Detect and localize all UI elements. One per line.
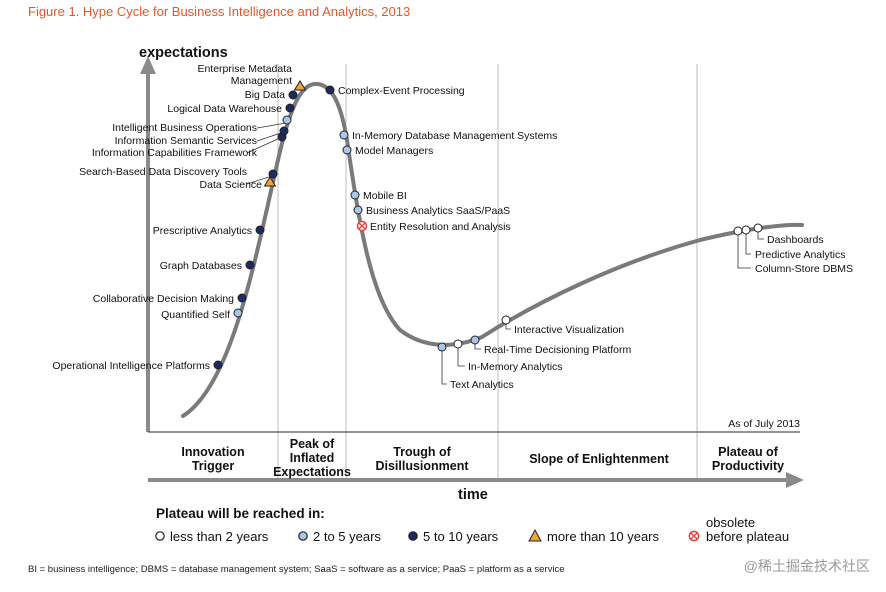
label-dashboards: Dashboards: [767, 234, 824, 246]
label-column-store-dbms: Column-Store DBMS: [755, 263, 853, 275]
marker-entity-resolution: [356, 220, 368, 232]
label-text-analytics: Text Analytics: [450, 379, 514, 391]
axes: expectations time: [139, 45, 804, 503]
legend-label-lt2: less than 2 years: [170, 529, 269, 544]
legend-label-5to10: 5 to 10 years: [423, 529, 499, 544]
phase-peak-l3: Expectations: [273, 465, 351, 479]
phase-innovation-trigger-l2: Trigger: [192, 459, 235, 473]
leader-info-capabilities: [246, 136, 283, 154]
marker-column-store-dbms: [733, 226, 743, 236]
marker-in-memory-dbms: [339, 130, 349, 140]
x-axis-label: time: [458, 487, 488, 503]
legend-swatch-lt2: [155, 531, 165, 541]
label-search-based-discovery: Search-Based Data Discovery Tools: [79, 166, 247, 178]
phase-plateau-l1: Plateau of: [718, 445, 779, 459]
leader-in-memory-analytics: [457, 345, 465, 367]
label-interactive-viz: Interactive Visualization: [514, 324, 624, 336]
phase-peak-l2: Inflated: [290, 451, 334, 465]
marker-search-based-discovery: [268, 169, 278, 179]
label-entity-resolution: Entity Resolution and Analysis: [370, 221, 511, 233]
label-data-science: Data Science: [200, 179, 263, 191]
phase-slope: Slope of Enlightenment: [529, 452, 669, 466]
label-complex-event: Complex-Event Processing: [338, 85, 465, 97]
legend-label-before-plateau: before plateau: [706, 529, 789, 544]
footnote: BI = business intelligence; DBMS = datab…: [28, 564, 565, 575]
marker-predictive-analytics: [741, 225, 751, 235]
marker-dashboards: [753, 223, 763, 233]
label-real-time-decisioning: Real-Time Decisioning Platform: [484, 344, 631, 356]
y-axis-label: expectations: [139, 45, 228, 61]
label-predictive-analytics: Predictive Analytics: [755, 249, 845, 261]
leader-lines: [246, 122, 764, 385]
marker-complex-event: [325, 85, 335, 95]
phase-trough-l1: Trough of: [393, 445, 451, 459]
marker-real-time-decisioning: [470, 335, 480, 345]
marker-model-managers: [342, 145, 352, 155]
marker-quantified-self: [233, 308, 243, 318]
as-of-date: As of July 2013: [728, 418, 800, 430]
legend-swatch-gt10: [528, 528, 542, 542]
marker-saas-paas: [353, 205, 363, 215]
marker-info-semantic: [279, 126, 289, 136]
marker-prescriptive-analytics: [255, 225, 265, 235]
marker-text-analytics: [437, 342, 447, 352]
marker-graph-databases: [245, 260, 255, 270]
technology-markers: [213, 80, 763, 370]
leader-predictive: [745, 232, 751, 255]
legend-swatch-2to5: [298, 531, 308, 541]
phase-peak-l1: Peak of: [290, 437, 335, 451]
phase-plateau-l2: Productivity: [712, 459, 784, 473]
phase-trough-l2: Disillusionment: [375, 459, 469, 473]
legend-heading: Plateau will be reached in:: [156, 506, 325, 521]
label-enterprise-metadata-l1: Enterprise Metadata: [197, 63, 292, 75]
legend: Plateau will be reached in: less than 2 …: [155, 506, 789, 544]
x-axis-arrowhead: [786, 472, 804, 488]
label-logical-dw: Logical Data Warehouse: [167, 103, 282, 115]
marker-operational-intelligence: [213, 360, 223, 370]
label-operational-intelligence: Operational Intelligence Platforms: [52, 360, 210, 372]
label-info-semantic: Information Semantic Services: [115, 135, 257, 147]
marker-interactive-viz: [501, 315, 511, 325]
technology-labels: Operational Intelligence Platforms Quant…: [52, 63, 853, 391]
leader-intelligent-business: [256, 122, 287, 129]
marker-big-data: [288, 90, 298, 100]
y-axis-arrowhead: [140, 56, 156, 74]
marker-collaborative-decision: [237, 293, 247, 303]
leader-dashboards: [757, 230, 764, 240]
label-model-managers: Model Managers: [355, 145, 433, 157]
leader-text-analytics: [441, 348, 447, 385]
label-saas-paas: Business Analytics SaaS/PaaS: [366, 205, 510, 217]
label-enterprise-metadata-l2: Management: [231, 75, 292, 87]
label-intelligent-business: Intelligent Business Operations: [112, 122, 257, 134]
label-collaborative-decision: Collaborative Decision Making: [93, 293, 234, 305]
legend-swatch-5to10: [408, 531, 418, 541]
legend-label-gt10: more than 10 years: [547, 529, 660, 544]
marker-in-memory-analytics: [453, 339, 463, 349]
marker-enterprise-metadata: [293, 80, 307, 91]
label-big-data: Big Data: [245, 89, 285, 101]
legend-swatch-obsolete: [688, 530, 700, 542]
label-in-memory-dbms: In-Memory Database Management Systems: [352, 130, 557, 142]
marker-logical-dw: [285, 103, 295, 113]
label-graph-databases: Graph Databases: [160, 260, 242, 272]
leader-column-store: [737, 232, 751, 269]
legend-label-obsolete: obsolete: [706, 515, 755, 530]
legend-label-2to5: 2 to 5 years: [313, 529, 381, 544]
marker-mobile-bi: [350, 190, 360, 200]
figure-title: Figure 1. Hype Cycle for Business Intell…: [28, 4, 410, 19]
leader-search-based: [246, 175, 273, 185]
label-prescriptive-analytics: Prescriptive Analytics: [153, 225, 252, 237]
phase-innovation-trigger-l1: Innovation: [181, 445, 244, 459]
marker-data-science: [263, 176, 277, 187]
marker-intelligent-business: [282, 115, 292, 125]
label-quantified-self: Quantified Self: [161, 309, 230, 321]
phase-labels: Innovation Trigger Peak of Inflated Expe…: [181, 437, 784, 479]
watermark: @稀土掘金技术社区: [744, 558, 870, 574]
label-in-memory-analytics: In-Memory Analytics: [468, 361, 563, 373]
label-info-capabilities: Information Capabilities Framework: [92, 147, 258, 159]
label-mobile-bi: Mobile BI: [363, 190, 407, 202]
